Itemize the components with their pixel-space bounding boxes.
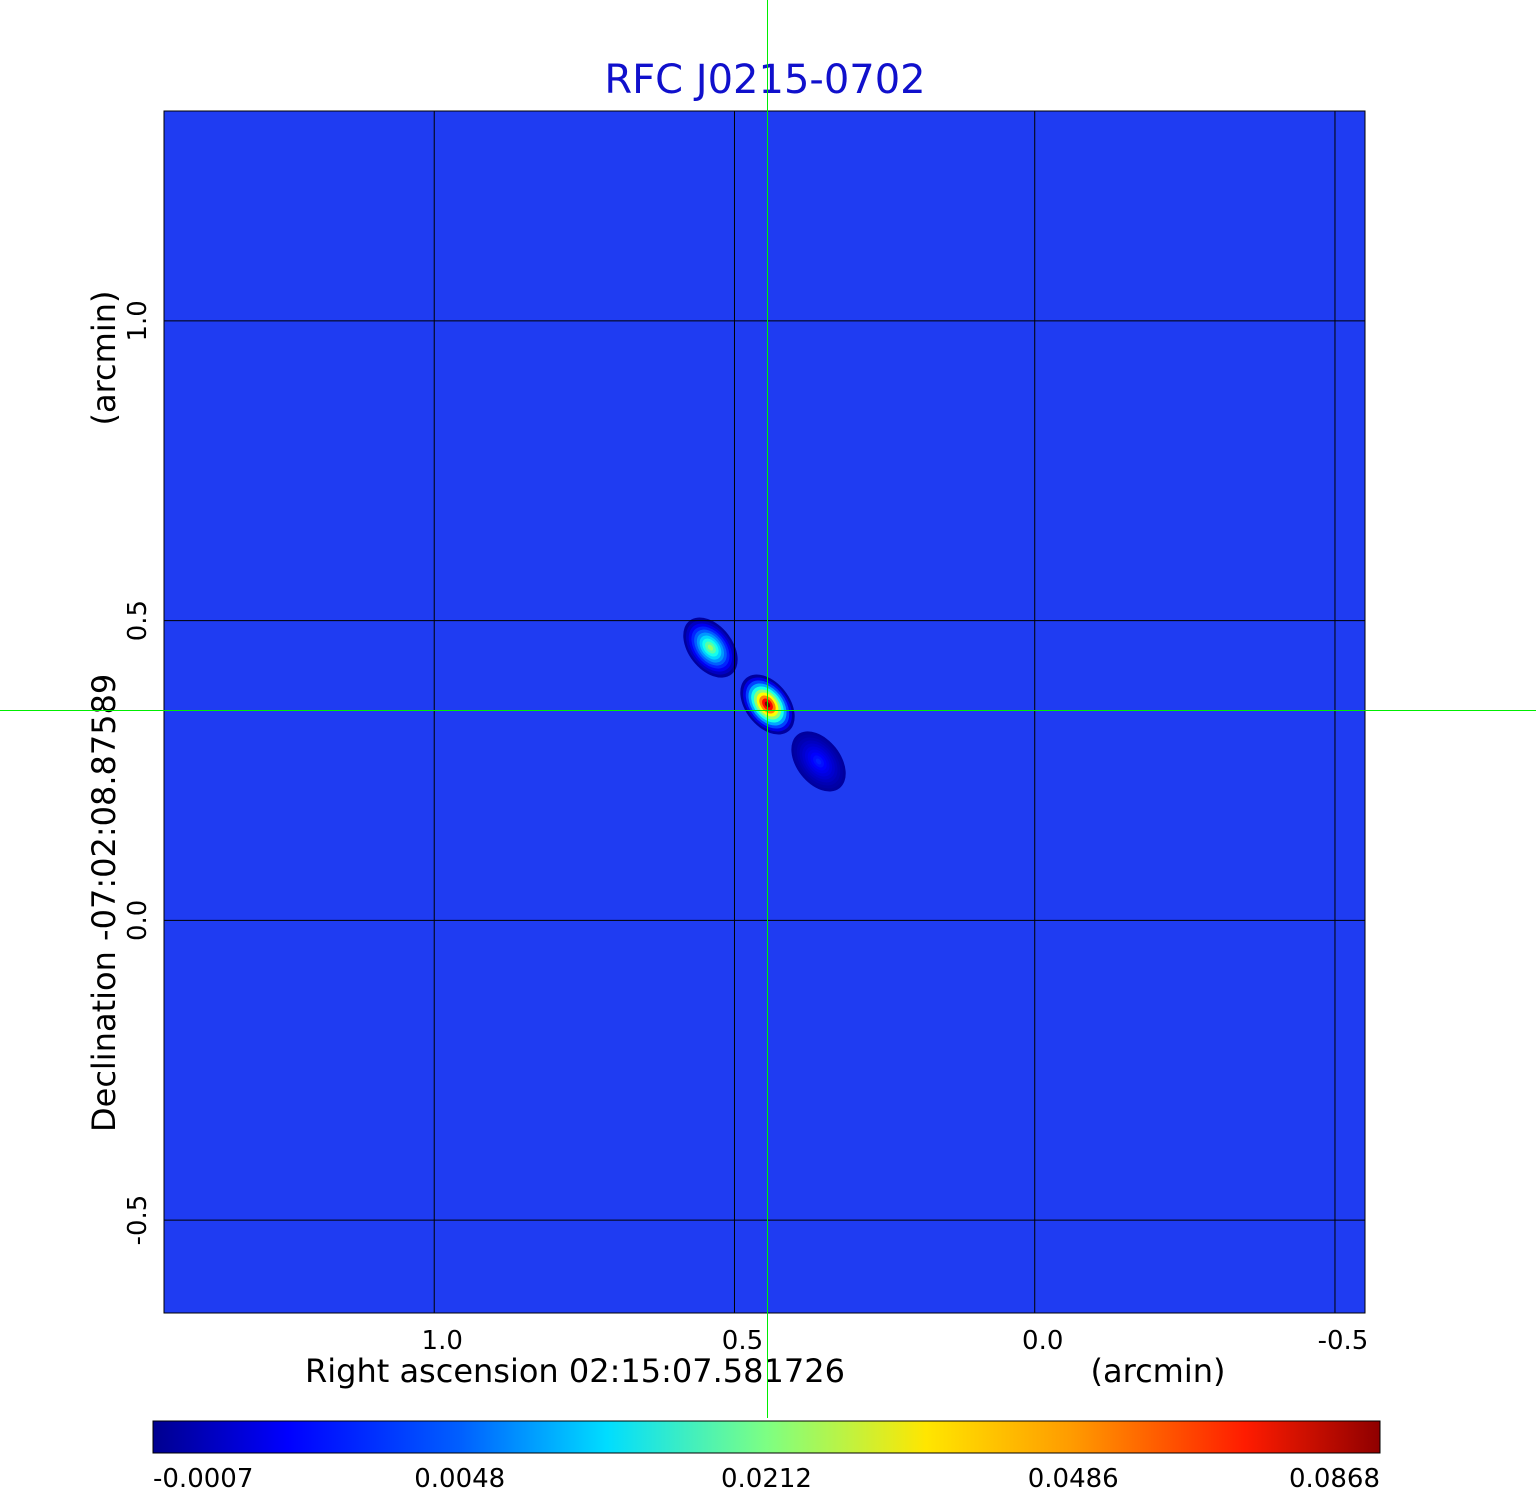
x-tick-labels: 1.0 0.5 0.0 -0.5: [422, 1326, 1369, 1356]
colorbar-gradient: [152, 1420, 1381, 1454]
plot-area: [163, 110, 1366, 1314]
x-tick-label: 0.5: [722, 1326, 763, 1356]
y-tick-label: 1.0: [123, 300, 153, 341]
colorbar: -0.0007 0.0048 0.0212 0.0486 0.0868: [152, 1420, 1381, 1494]
y-tick-label: -0.5: [123, 1195, 153, 1246]
y-tick-label: 0.0: [123, 900, 153, 941]
chart-title: RFC J0215-0702: [604, 57, 925, 103]
x-tick-label: 1.0: [422, 1326, 463, 1356]
plot-frame: [163, 110, 1366, 1314]
source-emission: [683, 617, 846, 792]
emission-knot-sw: [791, 731, 846, 792]
x-axis-unit: (arcmin): [1091, 1352, 1226, 1390]
crosshair: [0, 0, 1536, 1418]
y-axis-unit: (arcmin): [85, 291, 123, 426]
y-axis-label: Declination -07:02:08.87589: [85, 674, 123, 1132]
x-tick-label: -0.5: [1318, 1326, 1369, 1356]
emission-knot-ne: [683, 617, 738, 678]
y-tick-label: 0.5: [123, 600, 153, 641]
grid-lines: [164, 111, 1365, 1313]
colorbar-tick-label: -0.0007: [153, 1464, 253, 1494]
emission-contour: [815, 758, 822, 765]
x-axis-label: Right ascension 02:15:07.581726: [305, 1352, 845, 1390]
emission-contour: [707, 644, 714, 651]
y-tick-labels: 1.0 0.5 0.0 -0.5: [123, 300, 153, 1245]
colorbar-tick-label: 0.0048: [414, 1464, 505, 1494]
colorbar-tick-label: 0.0212: [721, 1464, 812, 1494]
x-tick-label: 0.0: [1022, 1326, 1063, 1356]
colorbar-tick-label: 0.0486: [1028, 1464, 1119, 1494]
colorbar-tick-label: 0.0868: [1289, 1464, 1380, 1494]
colorbar-tick-labels: -0.0007 0.0048 0.0212 0.0486 0.0868: [153, 1464, 1380, 1494]
